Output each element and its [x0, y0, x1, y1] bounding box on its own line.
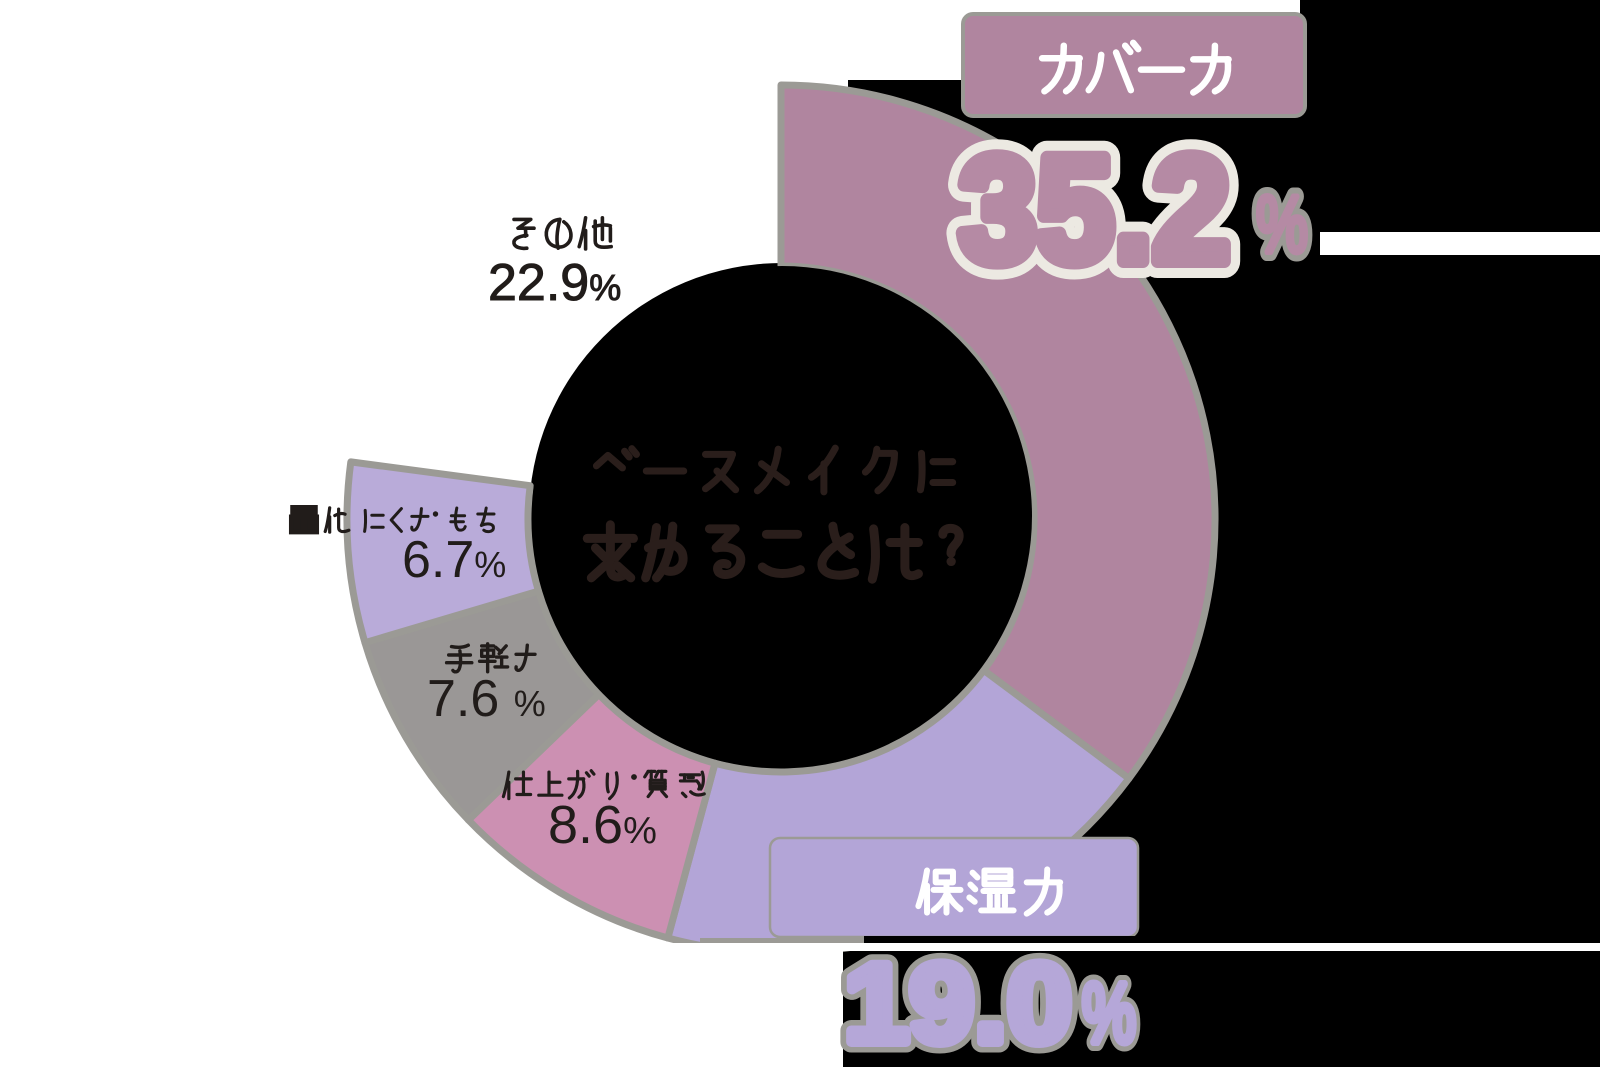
svg-text:19.0: 19.0 — [844, 941, 1072, 1066]
svg-text:%: % — [1082, 966, 1136, 1060]
svg-text:19.0: 19.0 — [844, 941, 1072, 1066]
svg-text:22.9%: 22.9% — [488, 254, 621, 312]
svg-text:%: % — [1082, 966, 1136, 1060]
svg-text:35.2: 35.2 — [959, 125, 1230, 293]
svg-text:%: % — [1256, 180, 1308, 270]
svg-text:35.2: 35.2 — [959, 125, 1230, 293]
svg-text:%: % — [1256, 180, 1308, 270]
